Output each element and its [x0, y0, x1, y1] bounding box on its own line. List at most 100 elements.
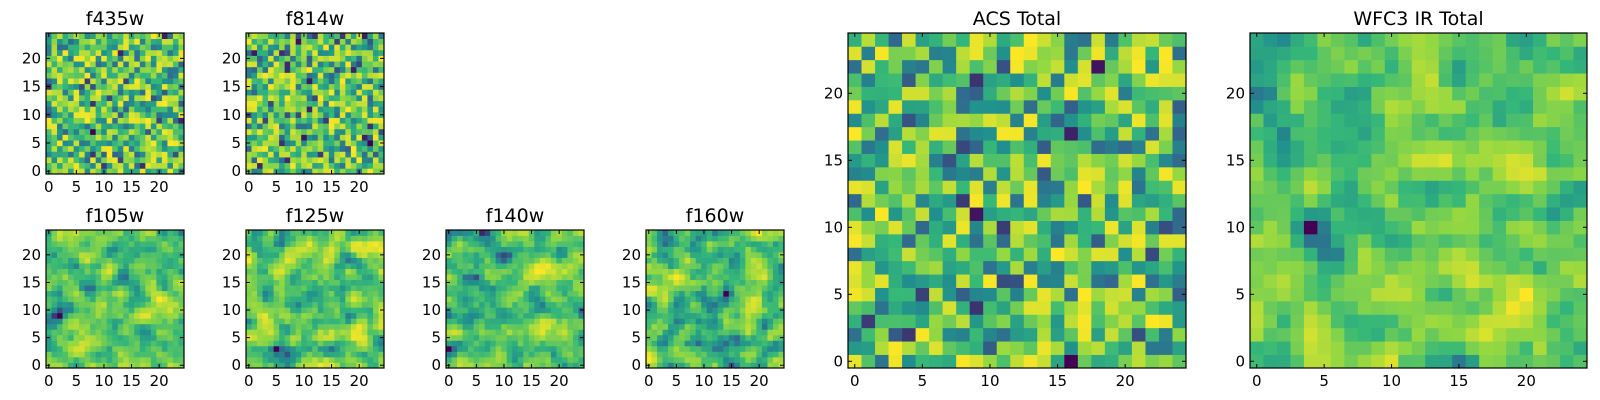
heatmap-cell — [468, 230, 474, 236]
heatmap-cell — [128, 274, 135, 281]
heatmap-cell — [312, 290, 319, 297]
heatmap-cell — [57, 100, 63, 107]
heatmap-cell — [112, 312, 119, 319]
heatmap-cell — [1425, 287, 1440, 302]
heatmap-cell — [446, 345, 452, 352]
heatmap-cell — [578, 230, 585, 236]
heatmap-cell — [490, 246, 497, 253]
heatmap-cell — [356, 334, 363, 341]
heatmap-cell — [361, 307, 368, 314]
y-tick-label: 15 — [422, 273, 441, 291]
heatmap-cell — [875, 153, 889, 168]
heatmap-cell — [1452, 247, 1467, 262]
heatmap-cell — [334, 274, 341, 281]
heatmap-cell — [51, 106, 58, 113]
heatmap-cell — [517, 263, 524, 269]
heatmap-cell — [90, 134, 97, 141]
heatmap-cell — [101, 290, 108, 297]
heatmap-cell — [123, 252, 130, 258]
heatmap-cell — [161, 140, 168, 147]
heatmap-cell — [257, 235, 263, 242]
heatmap-cell — [501, 356, 508, 363]
heatmap-cell — [1250, 193, 1264, 208]
heatmap-cell — [534, 257, 541, 264]
heatmap-cell — [101, 329, 108, 336]
heatmap-cell — [1158, 59, 1173, 74]
heatmap-cell — [723, 351, 730, 358]
heatmap-cell — [57, 318, 63, 325]
heatmap-cell — [1384, 260, 1399, 275]
y-tick-label: 20 — [222, 246, 241, 264]
x-tick-label: 10 — [980, 372, 999, 390]
heatmap-cell — [246, 72, 252, 79]
heatmap-cell — [139, 83, 146, 90]
heatmap-cell — [1145, 314, 1160, 329]
heatmap-cell — [290, 263, 297, 269]
heatmap-cell — [745, 252, 752, 258]
heatmap-cell — [262, 140, 269, 147]
heatmap-cell — [1344, 220, 1359, 235]
heatmap-cell — [273, 123, 280, 130]
heatmap-cell — [95, 140, 102, 147]
heatmap-cell — [101, 72, 108, 79]
heatmap-cell — [334, 252, 341, 258]
heatmap-cell — [378, 61, 385, 68]
heatmap-cell — [479, 356, 485, 363]
heatmap-cell — [106, 33, 113, 39]
heatmap-cell — [356, 89, 363, 96]
heatmap-cell — [134, 38, 141, 45]
heatmap-cell — [1145, 73, 1160, 87]
heatmap-cell — [1104, 327, 1119, 342]
heatmap-cell — [915, 73, 930, 87]
heatmap-cell — [62, 78, 69, 85]
heatmap-cell — [345, 123, 352, 130]
heatmap-cell — [128, 55, 135, 62]
heatmap-cell — [372, 312, 379, 319]
heatmap-cell — [523, 296, 530, 303]
heatmap-cell — [684, 345, 691, 352]
heatmap-cell — [517, 334, 524, 341]
heatmap-cell — [772, 290, 779, 297]
heatmap-cell — [150, 151, 157, 158]
heatmap-cell — [888, 234, 903, 248]
heatmap-cell — [1290, 180, 1305, 195]
heatmap-cell — [1145, 234, 1160, 248]
heatmap-cell — [1398, 167, 1413, 181]
heatmap-cell — [756, 323, 763, 330]
heatmap-cell — [268, 61, 274, 68]
heatmap-cell — [156, 100, 163, 107]
heatmap-cell — [1438, 167, 1453, 181]
heatmap-cell — [646, 329, 652, 336]
heatmap-cell — [62, 235, 69, 242]
heatmap-cell — [1091, 260, 1106, 275]
heatmap-cell — [106, 263, 113, 269]
heatmap-cell — [167, 257, 174, 264]
heatmap-cell — [1158, 341, 1173, 355]
heatmap-cell — [367, 33, 374, 39]
heatmap-cell — [328, 340, 335, 347]
heatmap-cell — [969, 354, 984, 369]
heatmap-cell — [1290, 327, 1305, 342]
heatmap-cell — [279, 274, 285, 281]
heatmap-cell — [251, 106, 258, 113]
heatmap-cell — [62, 334, 69, 341]
heatmap-cell — [112, 106, 119, 113]
heatmap-cell — [1091, 354, 1106, 369]
heatmap-cell — [251, 274, 258, 281]
heatmap-cell — [167, 140, 174, 147]
heatmap-cell — [139, 323, 146, 330]
heatmap-cell — [561, 263, 568, 269]
heatmap-cell — [128, 290, 135, 297]
heatmap-cell — [1172, 220, 1187, 235]
heatmap-cell — [139, 362, 146, 369]
heatmap-cell — [756, 257, 763, 264]
heatmap-cell — [134, 89, 141, 96]
y-tick-label: 5 — [431, 329, 441, 347]
heatmap-cell — [350, 312, 357, 319]
heatmap-cell — [339, 83, 346, 90]
heatmap-cell — [468, 252, 474, 258]
heatmap-cell — [51, 323, 58, 330]
heatmap-cell — [378, 235, 385, 242]
heatmap-cell — [57, 290, 63, 297]
heatmap-cell — [1479, 274, 1493, 288]
